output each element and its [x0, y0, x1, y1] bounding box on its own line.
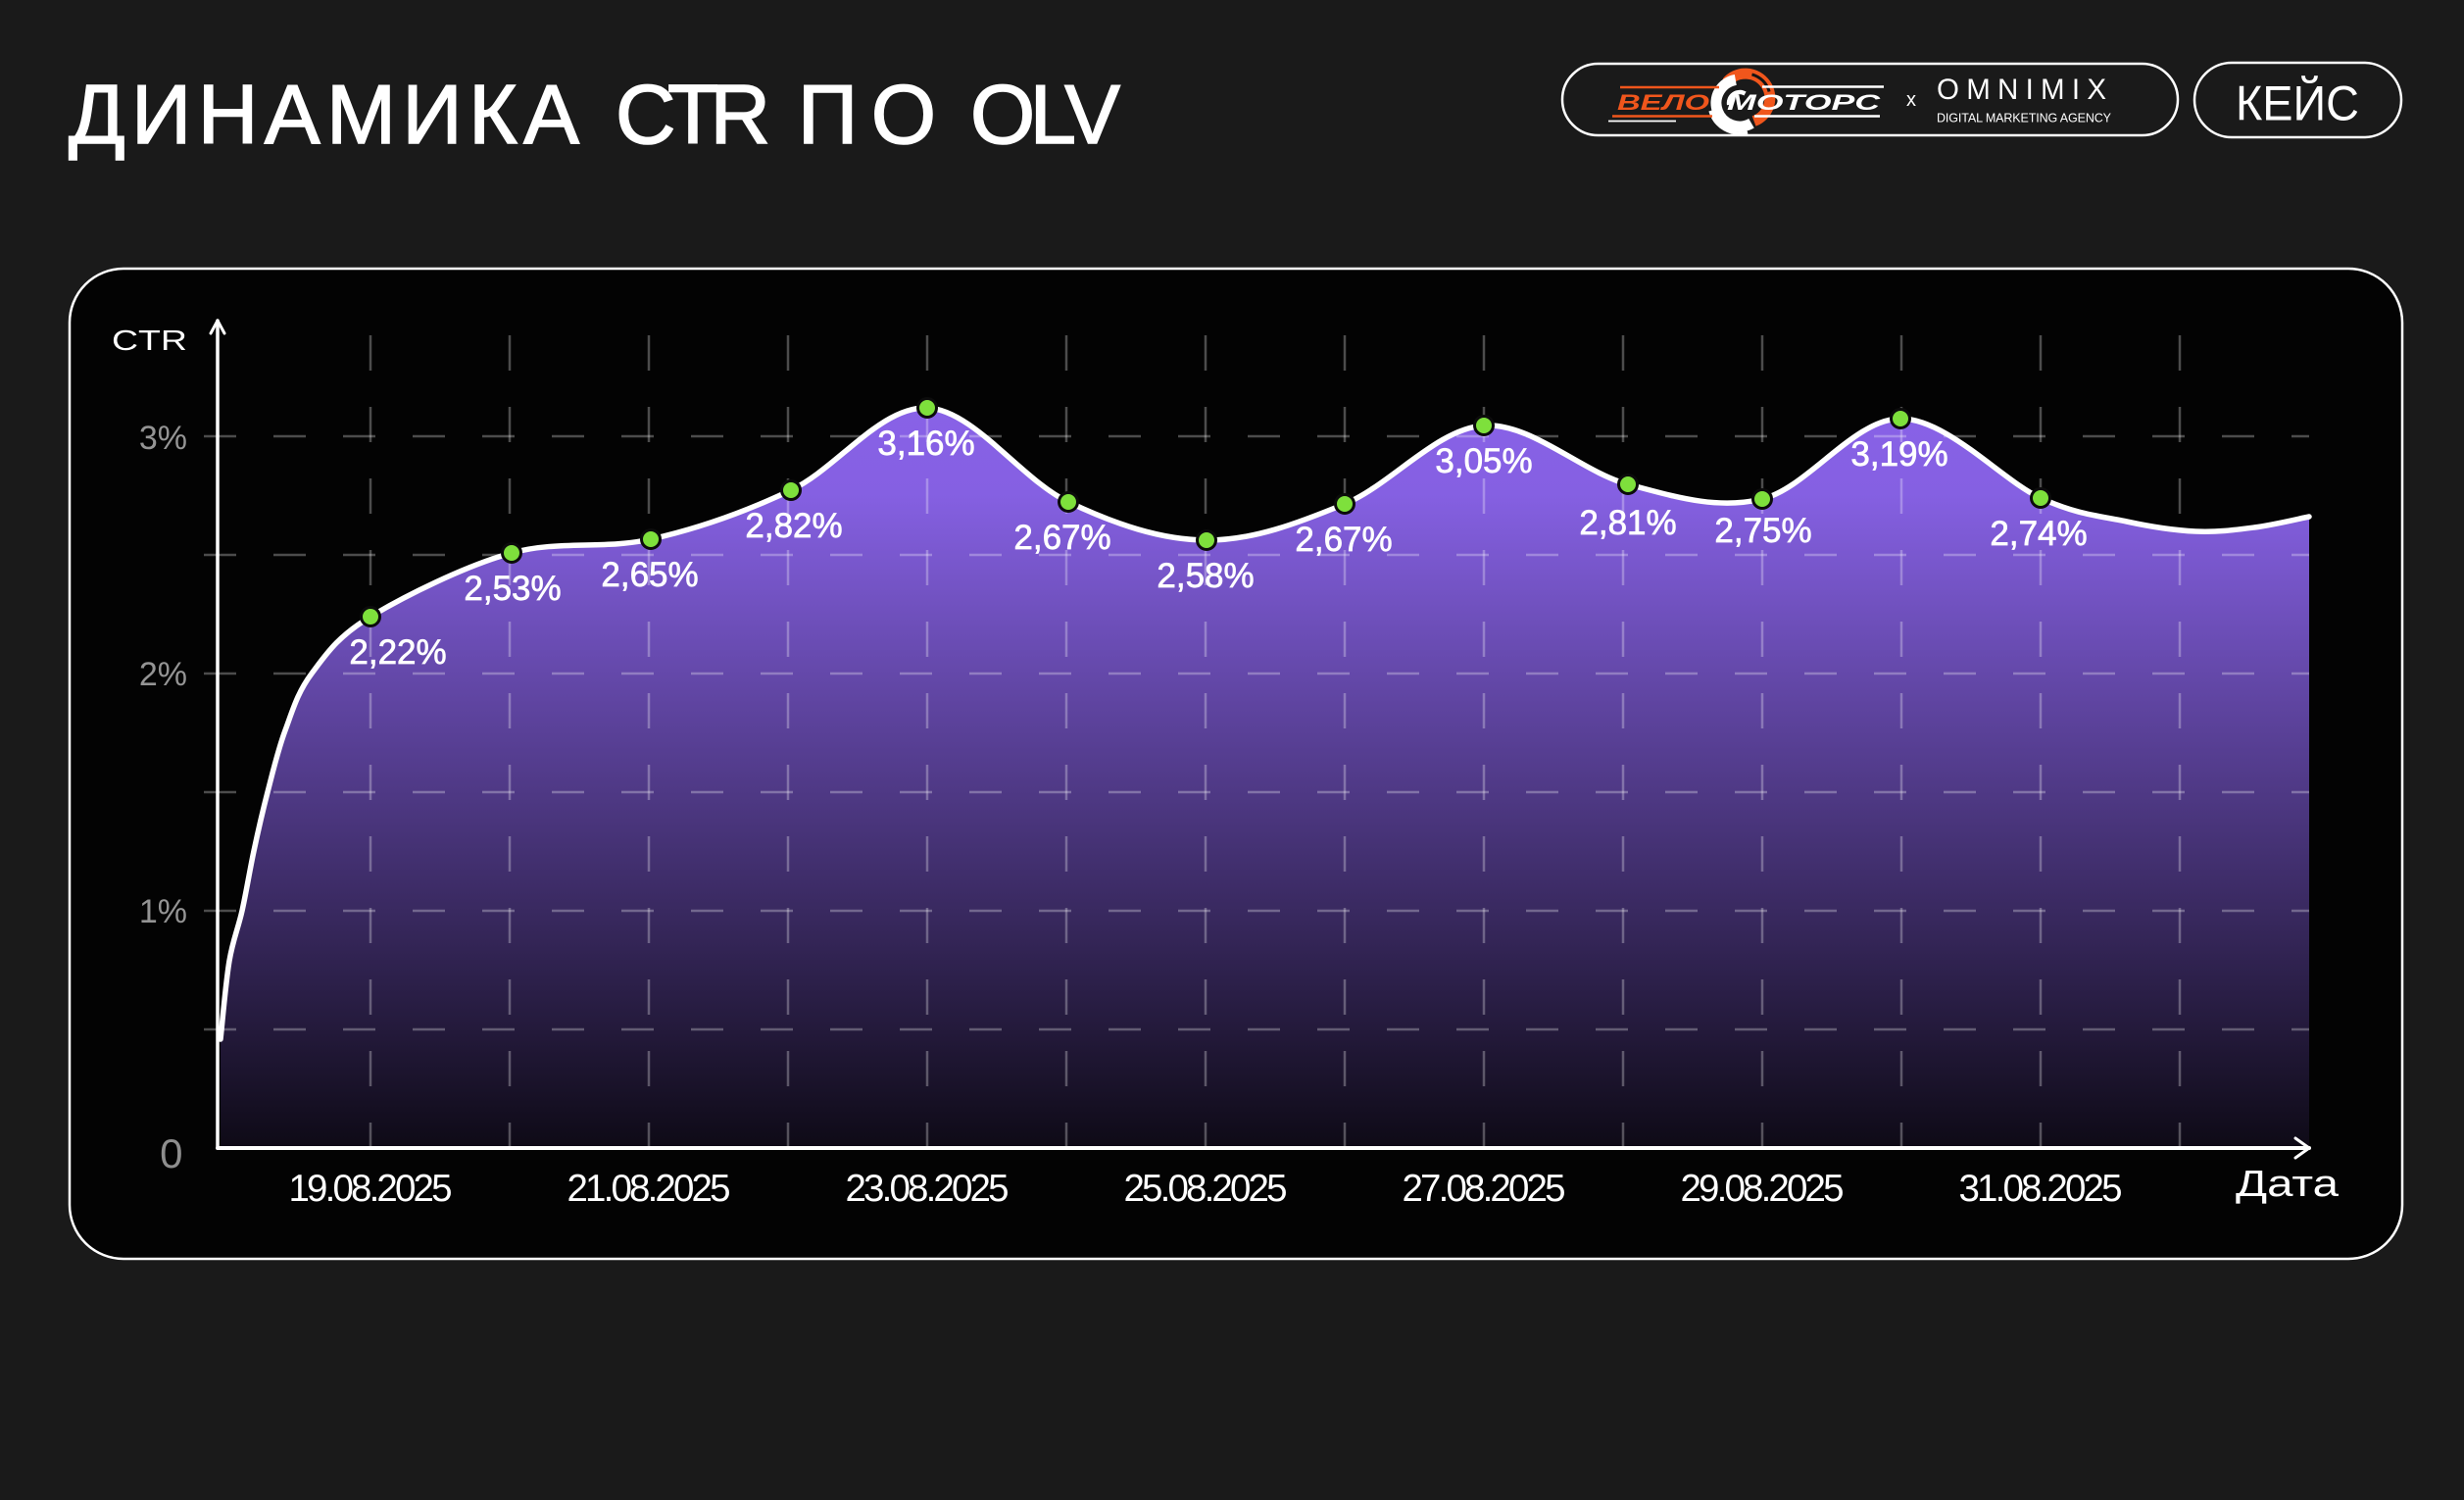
svg-text:2%: 2%	[139, 656, 187, 693]
svg-text:DIGITAL MARKETING AGENCY: DIGITAL MARKETING AGENCY	[1937, 112, 2112, 125]
svg-text:OMNIMIX: OMNIMIX	[1937, 74, 2111, 106]
svg-text:29.08.2025: 29.08.2025	[1681, 1168, 1845, 1210]
svg-text:21.08.2025: 21.08.2025	[567, 1168, 731, 1210]
svg-text:2,75%: 2,75%	[1714, 512, 1811, 550]
svg-text:x: x	[1906, 89, 1916, 111]
svg-text:3,05%: 3,05%	[1435, 442, 1532, 480]
svg-text:Дата: Дата	[2236, 1164, 2340, 1205]
svg-text:0: 0	[160, 1130, 182, 1176]
svg-text:2,74%: 2,74%	[1990, 515, 2087, 553]
svg-text:КЕЙС: КЕЙС	[2236, 75, 2359, 131]
svg-text:3,16%: 3,16%	[877, 425, 974, 463]
svg-text:OLV: OLV	[970, 69, 1120, 162]
svg-text:2,53%: 2,53%	[464, 570, 561, 608]
svg-text:3%: 3%	[139, 420, 187, 457]
svg-text:2,67%: 2,67%	[1295, 521, 1392, 559]
svg-text:2,58%: 2,58%	[1157, 557, 1254, 595]
svg-text:2,67%: 2,67%	[1013, 519, 1110, 557]
svg-text:2,22%: 2,22%	[349, 633, 446, 672]
svg-text:1%: 1%	[139, 893, 187, 930]
svg-text:ДИНАМИКА: ДИНАМИКА	[69, 69, 579, 162]
svg-text:23.08.2025: 23.08.2025	[846, 1168, 1010, 1210]
svg-text:CTR: CTR	[112, 325, 187, 357]
svg-text:CTR: CTR	[616, 69, 770, 162]
svg-text:2,65%: 2,65%	[601, 556, 698, 594]
svg-text:31.08.2025: 31.08.2025	[1959, 1168, 2123, 1210]
svg-text:2,82%: 2,82%	[745, 507, 842, 545]
svg-text:27.08.2025: 27.08.2025	[1403, 1168, 1566, 1210]
svg-text:3,19%: 3,19%	[1850, 435, 1947, 474]
svg-text:2,81%: 2,81%	[1579, 504, 1676, 542]
svg-text:19.08.2025: 19.08.2025	[289, 1168, 453, 1210]
svg-text:ВЕЛО: ВЕЛО	[1617, 90, 1709, 115]
svg-text:25.08.2025: 25.08.2025	[1124, 1168, 1288, 1210]
svg-text:МОТОРС: МОТОРС	[1727, 90, 1882, 115]
svg-text:ПО: ПО	[798, 69, 936, 162]
